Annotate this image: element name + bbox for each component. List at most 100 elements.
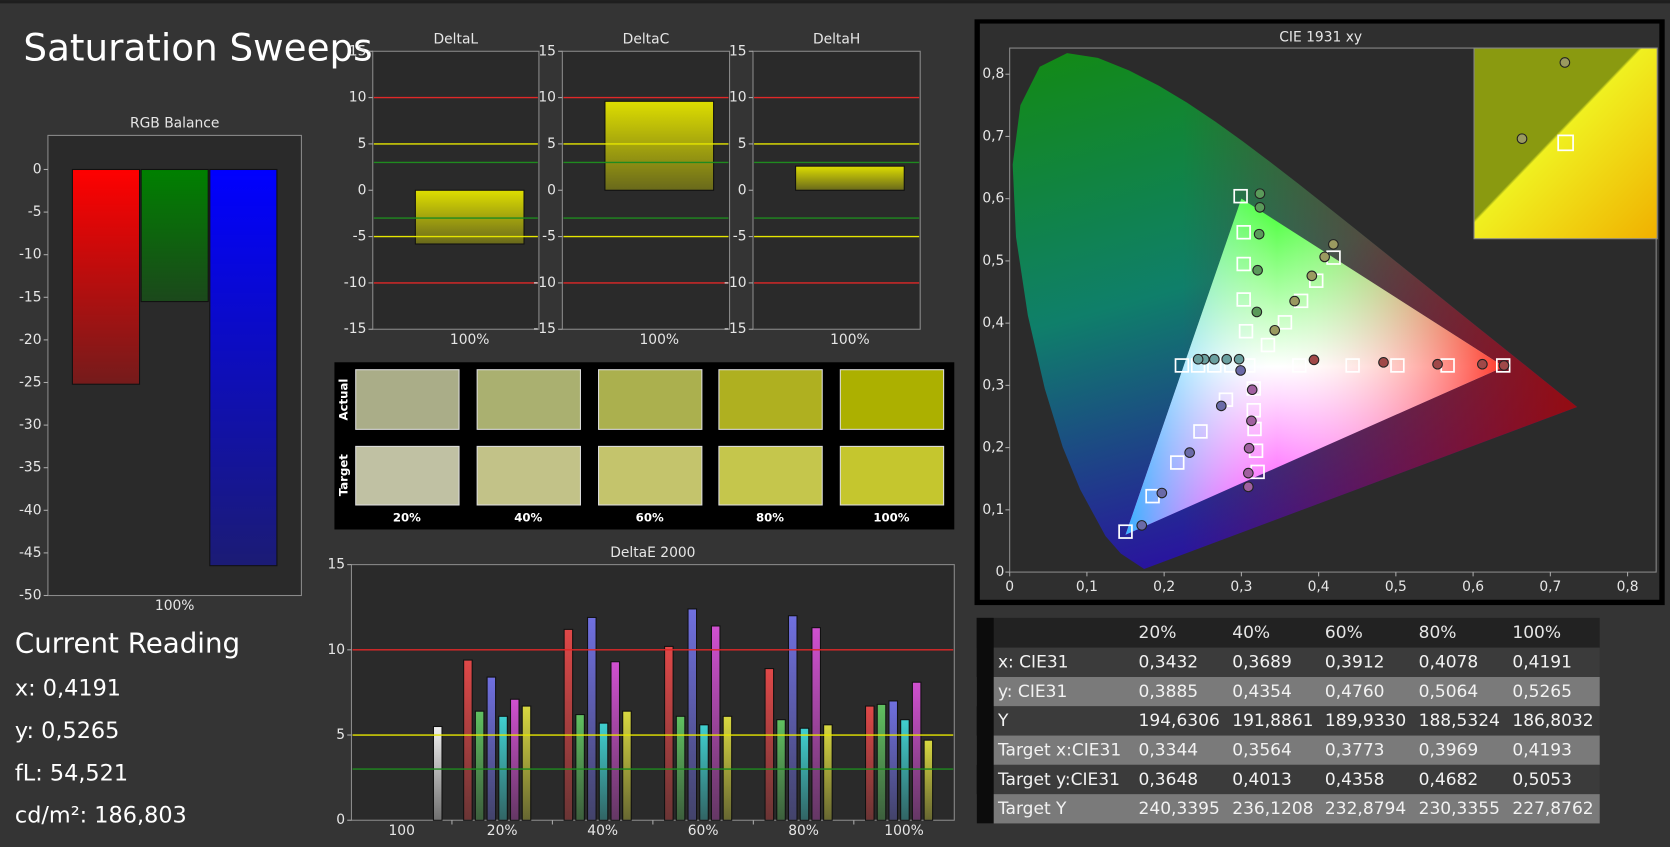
y-tick-label: -40: [19, 502, 42, 518]
x-tick-label: 100: [388, 823, 414, 839]
x-tick-label: 60%: [688, 823, 719, 839]
y-tick-label: 5: [738, 136, 747, 152]
y-tick-label: -15: [344, 321, 367, 337]
table-cell: 0,4013: [1232, 770, 1292, 790]
current-reading-line: x: 0,4191: [15, 676, 121, 702]
target-point: [1495, 358, 1511, 373]
x-tick-label: 100%: [830, 332, 870, 348]
bar: [498, 715, 508, 821]
measured-point: [1209, 353, 1220, 365]
x-tick-label: 100%: [639, 332, 679, 348]
measured-point: [1253, 228, 1265, 240]
y-tick-label: -35: [19, 460, 42, 476]
measured-point: [1308, 354, 1320, 366]
x-tick-label: 40%: [587, 823, 618, 839]
bar: [587, 616, 597, 821]
measured-point: [1306, 270, 1318, 282]
y-tick-label: -50: [19, 588, 42, 604]
bar: [598, 722, 609, 821]
plot-area: [350, 564, 955, 821]
bar: [764, 668, 775, 821]
actual-swatch: [839, 369, 945, 430]
target-swatch: [839, 445, 945, 506]
actual-swatch: [718, 369, 823, 430]
table-column-header: 20%: [1139, 623, 1177, 643]
y-tick-label: -5: [542, 229, 556, 245]
target-point: [1260, 337, 1276, 353]
bar: [776, 719, 786, 821]
x-tick-label: 100%: [155, 598, 195, 614]
content: RGB Balance 0 -5 -10 -15 -20 -25 -30 -35 -40 -45 -5…: [15, 29, 1658, 839]
table-column-header: 80%: [1419, 623, 1457, 643]
y-tick-label: 0,1: [982, 502, 1004, 518]
bar: [509, 698, 520, 821]
bar: [923, 739, 934, 821]
table-cell: 0,4682: [1419, 770, 1479, 790]
y-tick-label: -5: [733, 229, 747, 245]
y-tick-label: 10: [327, 642, 345, 658]
table-row-label: x: CIE31: [998, 653, 1069, 673]
bar: [463, 659, 473, 821]
y-tick-label: -10: [19, 247, 42, 263]
measured-point: [1432, 358, 1443, 370]
y-tick-label: 0: [738, 182, 747, 198]
swatch-column-label: 40%: [514, 510, 542, 524]
table-cell: 194,6306: [1139, 711, 1220, 731]
measured-point: [1254, 202, 1266, 213]
bar: [876, 703, 887, 821]
x-tick-label: 0,8: [1617, 579, 1639, 595]
table-column-header: 60%: [1325, 623, 1363, 643]
measured-point: [1243, 467, 1254, 479]
bar: [622, 710, 632, 821]
y-tick-label: -30: [19, 417, 42, 433]
bar: [699, 724, 709, 821]
y-tick-label: 0,2: [982, 440, 1004, 456]
bar: [799, 727, 810, 821]
table-row-label: y: CIE31: [998, 682, 1067, 702]
table-row-bg: [976, 794, 1600, 824]
target-point: [1277, 315, 1293, 330]
table-cell: 0,4358: [1325, 770, 1385, 790]
table-cell: 0,3885: [1139, 682, 1199, 702]
target-point: [1118, 524, 1133, 539]
gamut-triangle-shade: [1125, 198, 1504, 535]
y-tick-label: 0,8: [982, 66, 1004, 82]
target-point: [1236, 225, 1251, 240]
target-swatch: [355, 445, 460, 506]
measured-point: [1254, 188, 1266, 200]
x-tick-label: 0,4: [1308, 579, 1330, 595]
x-tick-label: 80%: [788, 823, 819, 839]
table-header-bg: [976, 617, 1600, 648]
table-column-header: 100%: [1512, 623, 1561, 643]
measured-point: [1233, 353, 1245, 365]
bar: [474, 710, 485, 821]
table-cell: 0,3912: [1325, 653, 1385, 673]
chart-title: DeltaH: [813, 32, 860, 48]
y-tick-label: 5: [336, 727, 345, 743]
target-point: [1390, 358, 1405, 373]
bar: [675, 715, 686, 821]
chart-title: RGB Balance: [130, 116, 219, 132]
bar: [710, 625, 721, 821]
table-cell: 188,5324: [1419, 711, 1500, 731]
measured-point: [1215, 400, 1227, 412]
table-cell: 0,3969: [1419, 740, 1479, 760]
current-reading-line: y: 0,5265: [15, 718, 119, 744]
bar: [575, 714, 585, 821]
measured-point: [1235, 365, 1246, 376]
y-tick-label: 0,6: [982, 191, 1004, 207]
bar: [722, 715, 733, 821]
y-tick-label: -5: [28, 204, 42, 220]
y-tick-label: -20: [19, 332, 42, 348]
bar: [787, 615, 798, 821]
y-tick-label: -15: [724, 321, 747, 337]
measured-point: [1243, 481, 1254, 493]
y-tick-label: -15: [19, 289, 42, 305]
swatch-row-label: Actual: [337, 379, 351, 421]
table-cell: 232,8794: [1325, 799, 1406, 819]
zoom-inset: [1473, 47, 1658, 240]
swatch-column-label: 100%: [873, 510, 909, 524]
bar: [888, 700, 899, 821]
y-tick-label: 0: [33, 161, 42, 177]
target-point: [1193, 424, 1208, 439]
